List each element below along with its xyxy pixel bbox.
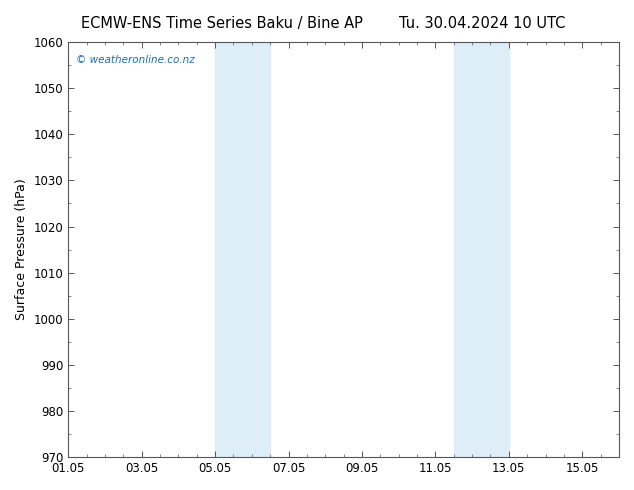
Text: © weatheronline.co.nz: © weatheronline.co.nz	[77, 54, 195, 65]
Y-axis label: Surface Pressure (hPa): Surface Pressure (hPa)	[15, 179, 28, 320]
Text: Tu. 30.04.2024 10 UTC: Tu. 30.04.2024 10 UTC	[399, 16, 565, 31]
Bar	[215, 42, 270, 457]
Text: ECMW-ENS Time Series Baku / Bine AP: ECMW-ENS Time Series Baku / Bine AP	[81, 16, 363, 31]
Bar	[454, 42, 509, 457]
